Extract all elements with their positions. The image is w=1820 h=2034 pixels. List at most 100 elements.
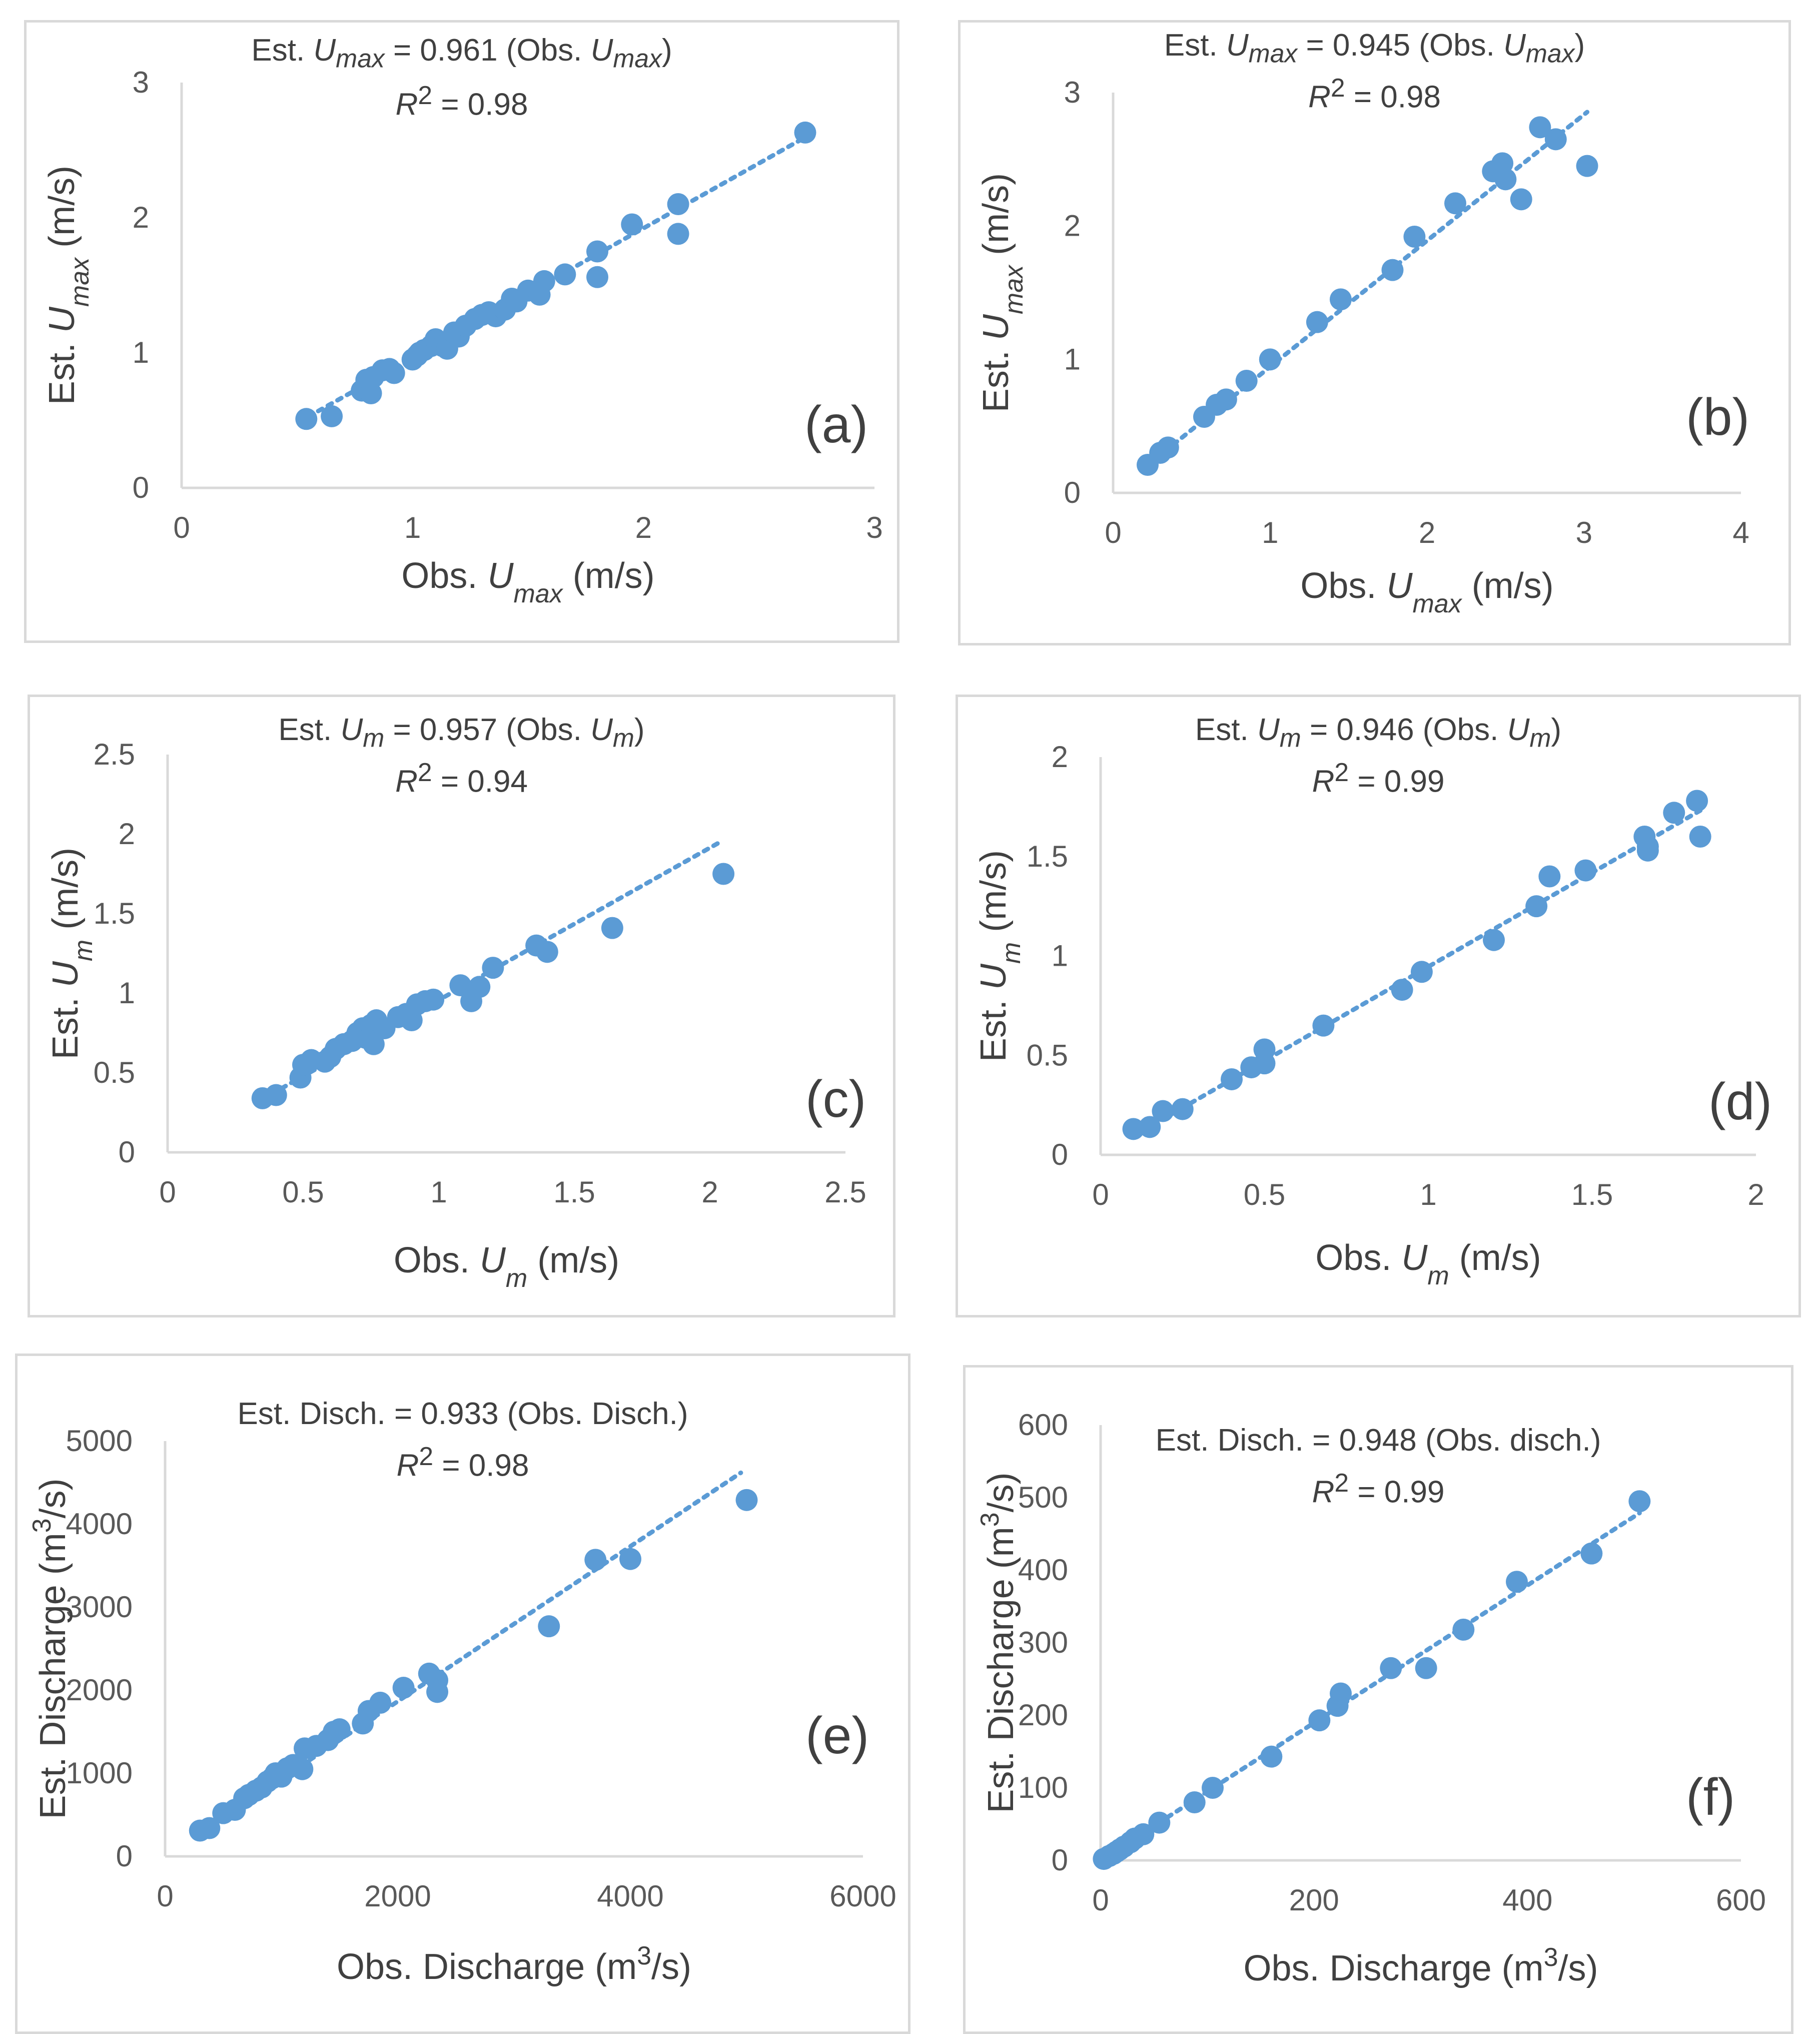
- chart-panel-d: 0 0.5 1 1.5 2 0 0.5 1 1.5 2 Obs. Um (m/s) Est. Um (…: [956, 695, 1801, 1317]
- data-point: [712, 863, 735, 885]
- y-axis-label: Est. Discharge (m3/s): [976, 1472, 1021, 1813]
- data-point: [1221, 1068, 1243, 1090]
- chart-svg: 0 1 2 3 0 1 2 3 Obs. Umax (m/s) Est. Umax (m/s): [42, 66, 883, 608]
- data-point: [1506, 1571, 1528, 1593]
- x-tick-label: 1: [430, 1175, 447, 1209]
- r-squared-label: R2 = 0.99: [1312, 758, 1445, 799]
- r-squared-label: R2 = 0.94: [395, 758, 528, 799]
- y-axis-label: Est. Umax (m/s): [976, 173, 1029, 412]
- x-tick-label: 3: [1576, 516, 1592, 549]
- x-tick-label: 600: [1716, 1883, 1766, 1917]
- x-axis-label: Obs. Um (m/s): [1315, 1238, 1541, 1290]
- data-point: [1391, 979, 1413, 1001]
- y-tick-label: 1: [1064, 342, 1081, 376]
- y-tick-label: 2.5: [94, 738, 135, 771]
- data-point: [621, 213, 643, 236]
- chart-svg: 0 0.5 1 1.5 2 0 0.5 1 1.5 2 Obs. Um (m/s) Est. Um (…: [974, 740, 1764, 1290]
- y-tick-label: 3: [133, 66, 149, 99]
- x-tick-label: 4000: [597, 1879, 663, 1913]
- chart-panel-e: 0 2000 4000 6000 0 1000 2000 3000 4000 5000 Obs. D…: [15, 1353, 911, 2034]
- data-point: [362, 1033, 385, 1055]
- y-tick-label: 1: [1052, 939, 1068, 973]
- y-tick-label: 0: [1064, 476, 1081, 509]
- data-point: [1171, 1098, 1194, 1120]
- y-tick-label: 3: [1064, 76, 1081, 109]
- regression-equation: Est. Disch. = 0.948 (Obs. disch.): [1155, 1423, 1601, 1458]
- y-tick-label: 1.5: [1027, 840, 1068, 873]
- x-tick-label: 2: [1419, 516, 1435, 549]
- x-tick-label: 1: [1262, 516, 1278, 549]
- data-point: [1444, 192, 1466, 215]
- y-tick-label: 1000: [66, 1756, 133, 1790]
- y-tick-label: 3000: [66, 1590, 133, 1624]
- data-point: [291, 1758, 314, 1780]
- data-point: [536, 941, 558, 963]
- panel-letter: (f): [1686, 1768, 1735, 1826]
- x-axis-label: Obs. Umax (m/s): [401, 556, 654, 608]
- x-tick-label: 200: [1289, 1883, 1339, 1917]
- data-point: [1183, 1791, 1206, 1813]
- x-tick-label: 0.5: [282, 1175, 324, 1209]
- regression-equation: Est. Disch. = 0.933 (Obs. Disch.): [237, 1397, 688, 1431]
- r-squared-label: R2 = 0.98: [396, 1442, 529, 1483]
- x-tick-label: 0: [157, 1879, 173, 1913]
- data-point: [426, 1681, 449, 1703]
- data-point: [1122, 1118, 1145, 1140]
- data-point: [1510, 188, 1532, 211]
- chart-panel-a: 0 1 2 3 0 1 2 3 Obs. Umax (m/s) Est. Umax (m/s) Es…: [24, 20, 899, 643]
- y-tick-label: 1.5: [94, 897, 135, 930]
- data-point: [360, 382, 382, 404]
- x-tick-label: 0: [1105, 516, 1121, 549]
- panel-letter: (b): [1686, 388, 1750, 446]
- x-tick-label: 0: [1092, 1178, 1109, 1211]
- y-tick-label: 0: [116, 1839, 133, 1873]
- y-tick-label: 0: [119, 1135, 135, 1169]
- chart-panel-f: 0 200 400 600 0 100 200 300 400 500 600 Obs. Discha…: [963, 1365, 1793, 2034]
- y-tick-label: 2: [133, 201, 149, 234]
- data-point: [794, 121, 816, 144]
- data-point: [321, 405, 343, 427]
- data-point: [1403, 226, 1426, 248]
- data-point: [1538, 865, 1561, 888]
- x-tick-label: 0: [173, 511, 190, 544]
- data-point: [533, 270, 555, 292]
- data-point: [198, 1817, 221, 1839]
- data-point: [1494, 168, 1517, 191]
- data-point: [1686, 790, 1708, 812]
- data-point: [369, 1691, 392, 1714]
- data-point: [1306, 311, 1328, 333]
- data-point: [1329, 288, 1352, 311]
- regression-equation: Est. Umax = 0.945 (Obs. Umax): [1164, 28, 1585, 68]
- data-point: [538, 1615, 560, 1638]
- trendline: [1100, 1511, 1642, 1861]
- data-point: [1580, 1542, 1603, 1565]
- y-tick-label: 2000: [66, 1673, 133, 1707]
- chart-panel-c: 0 0.5 1 1.5 2 2.5 0 0.5 1 1.5 2 2.5 Obs. Um (m/s) Est…: [28, 695, 895, 1317]
- data-point: [1410, 961, 1433, 983]
- y-tick-label: 200: [1018, 1698, 1068, 1732]
- data-point: [1202, 1777, 1224, 1799]
- data-point: [1415, 1657, 1437, 1679]
- x-axis-label: Obs. Discharge (m3/s): [337, 1941, 691, 1987]
- x-tick-label: 3: [866, 511, 882, 544]
- y-tick-label: 2: [1052, 740, 1068, 774]
- r-squared-label: R2 = 0.98: [1308, 73, 1441, 115]
- y-tick-label: 0.5: [1027, 1038, 1068, 1072]
- x-tick-label: 6000: [829, 1879, 896, 1913]
- data-point: [1525, 895, 1548, 918]
- data-point: [1663, 802, 1685, 824]
- x-tick-label: 1.5: [1571, 1178, 1613, 1211]
- y-tick-label: 600: [1018, 1408, 1068, 1442]
- x-tick-label: 400: [1502, 1883, 1552, 1917]
- regression-equation: Est. Um = 0.957 (Obs. Um): [278, 713, 645, 753]
- data-point: [449, 974, 472, 997]
- x-tick-label: 0: [159, 1175, 176, 1209]
- data-point: [1381, 259, 1404, 281]
- data-point: [383, 362, 405, 384]
- x-tick-label: 1.5: [553, 1175, 595, 1209]
- data-point: [1544, 128, 1567, 151]
- data-point: [1312, 1014, 1335, 1037]
- r-squared-label: R2 = 0.98: [395, 81, 528, 122]
- y-tick-label: 4000: [66, 1507, 133, 1541]
- data-point: [1152, 1100, 1174, 1122]
